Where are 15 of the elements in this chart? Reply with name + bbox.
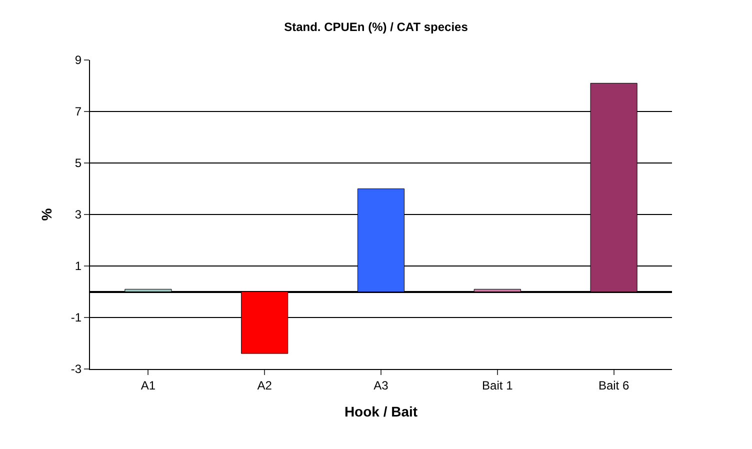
y-tick-label: 9	[74, 53, 82, 68]
y-tick-label: 3	[74, 208, 82, 222]
y-tick-label: 5	[74, 156, 82, 170]
y-tick-label: -1	[70, 310, 82, 325]
y-tick-label: 7	[74, 104, 82, 119]
chart-title: Stand. CPUEn (%) / CAT species	[284, 20, 468, 34]
x-tick-label: A3	[374, 378, 389, 392]
y-axis-title: %	[38, 208, 55, 221]
x-tick-label: A1	[140, 378, 156, 392]
x-axis-title: Hook / Bait	[344, 404, 418, 420]
x-tick-label: A2	[257, 378, 272, 392]
y-tick-label: -3	[70, 362, 82, 376]
y-tick-label: 1	[74, 259, 82, 274]
x-tick-label: Bait 1	[482, 378, 514, 392]
x-tick-label: Bait 6	[598, 378, 630, 392]
